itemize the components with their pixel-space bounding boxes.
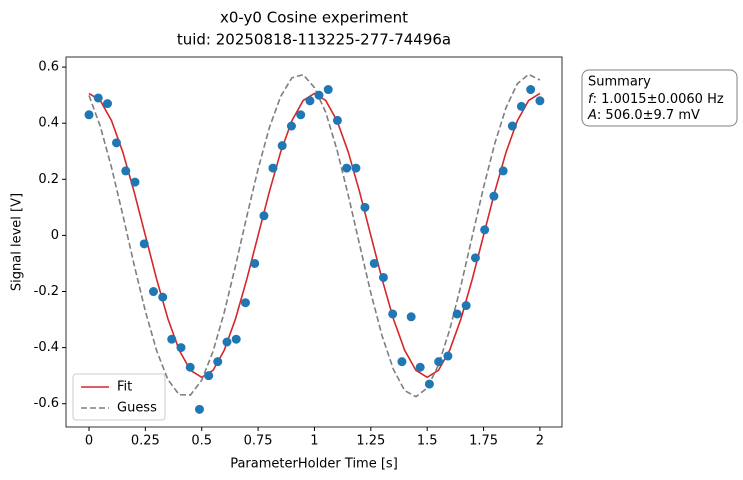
data-point bbox=[406, 312, 416, 322]
legend-label: Fit bbox=[117, 380, 132, 395]
data-point bbox=[139, 239, 149, 249]
data-point bbox=[185, 362, 195, 372]
x-tick-label: 0.25 bbox=[131, 434, 160, 449]
data-point bbox=[231, 334, 241, 344]
data-point bbox=[259, 211, 269, 221]
data-point bbox=[415, 362, 425, 372]
data-point bbox=[360, 202, 370, 212]
data-point bbox=[112, 138, 122, 148]
data-point bbox=[277, 141, 287, 151]
data-point bbox=[378, 272, 388, 282]
data-point bbox=[240, 298, 250, 308]
data-point bbox=[268, 163, 278, 173]
data-point bbox=[397, 357, 407, 367]
x-tick-label: 0.5 bbox=[191, 434, 212, 449]
y-tick-label: -0.6 bbox=[34, 396, 59, 411]
x-tick-label: 1.75 bbox=[469, 434, 498, 449]
data-point bbox=[194, 404, 204, 414]
data-point bbox=[526, 85, 536, 95]
y-tick-label: -0.4 bbox=[34, 340, 59, 355]
x-tick-label: 0.75 bbox=[244, 434, 273, 449]
data-point bbox=[332, 115, 342, 125]
data-point bbox=[388, 309, 398, 319]
data-point bbox=[93, 93, 103, 103]
data-point bbox=[516, 101, 526, 111]
x-tick-label: 2 bbox=[536, 434, 544, 449]
data-point bbox=[102, 99, 112, 109]
x-axis-label: ParameterHolder Time [s] bbox=[230, 457, 398, 472]
data-point bbox=[84, 110, 94, 120]
data-point bbox=[507, 121, 517, 131]
data-point bbox=[480, 225, 490, 235]
x-tick-label: 1.5 bbox=[417, 434, 438, 449]
chart-title: x0-y0 Cosine experiment bbox=[220, 9, 408, 27]
summary-symbol: A bbox=[587, 108, 597, 123]
y-tick-label: -0.2 bbox=[34, 284, 59, 299]
summary-symbol: f bbox=[588, 92, 595, 107]
summary-line: f: 1.0015±0.0060 Hz bbox=[588, 92, 724, 107]
summary-line: A: 506.0±9.7 mV bbox=[587, 108, 700, 123]
y-tick-label: 0.2 bbox=[38, 172, 59, 187]
data-point bbox=[443, 351, 453, 361]
plot-frame bbox=[65, 56, 563, 428]
data-point bbox=[213, 357, 223, 367]
summary-heading: Summary bbox=[588, 75, 651, 90]
data-point bbox=[176, 343, 186, 353]
data-point bbox=[167, 334, 177, 344]
data-point bbox=[250, 258, 260, 268]
y-tick-label: 0.4 bbox=[38, 116, 59, 131]
data-point bbox=[296, 110, 306, 120]
data-point bbox=[434, 357, 444, 367]
summary-text: : 506.0±9.7 mV bbox=[597, 108, 700, 123]
data-point bbox=[314, 90, 324, 100]
summary-text: : 1.0015±0.0060 Hz bbox=[593, 92, 724, 107]
data-point bbox=[130, 177, 140, 187]
x-tick-label: 1.25 bbox=[356, 434, 385, 449]
data-point bbox=[204, 371, 214, 381]
data-point bbox=[351, 163, 361, 173]
chart-subtitle: tuid: 20250818-113225-277-74496a bbox=[177, 31, 451, 49]
data-point bbox=[424, 379, 434, 389]
data-point bbox=[498, 166, 508, 176]
y-tick-label: 0.6 bbox=[38, 60, 59, 75]
data-point bbox=[470, 253, 480, 263]
data-point bbox=[121, 166, 131, 176]
data-point bbox=[148, 287, 158, 297]
legend-label: Guess bbox=[117, 401, 157, 416]
data-point bbox=[461, 301, 471, 311]
data-point bbox=[305, 96, 315, 106]
data-point bbox=[323, 85, 333, 95]
data-point bbox=[369, 258, 379, 268]
y-axis-label: Signal level [V] bbox=[10, 193, 25, 291]
series-line bbox=[88, 73, 541, 398]
data-point bbox=[342, 163, 352, 173]
y-tick-label: 0 bbox=[51, 228, 59, 243]
x-tick-label: 0 bbox=[85, 434, 93, 449]
summary-box bbox=[581, 69, 738, 127]
data-point bbox=[286, 121, 296, 131]
data-point bbox=[158, 292, 168, 302]
data-point bbox=[489, 191, 499, 201]
x-tick-label: 1 bbox=[310, 434, 318, 449]
data-point bbox=[222, 337, 232, 347]
data-point bbox=[535, 96, 545, 106]
data-point bbox=[452, 309, 462, 319]
